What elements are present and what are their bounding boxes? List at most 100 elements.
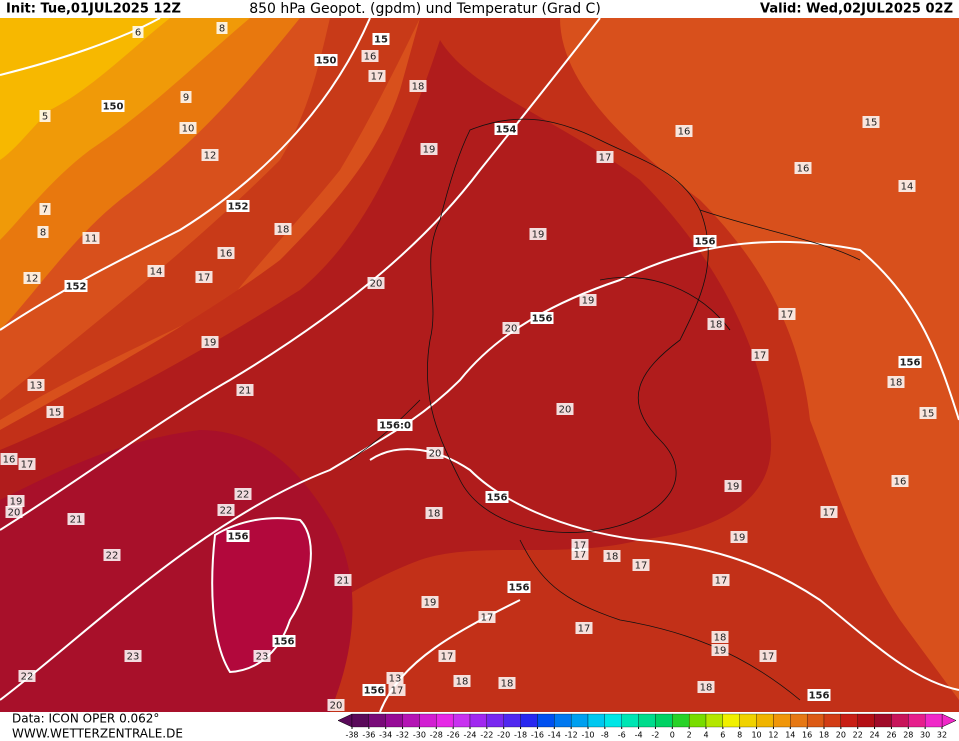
temperature-label: 9	[183, 93, 189, 104]
colorbar-tick-label: 18	[819, 731, 829, 740]
temperature-label-box	[46, 406, 64, 418]
geopotential-label-box	[485, 491, 509, 503]
colorbar-segment	[823, 713, 842, 728]
temperature-label: 5	[42, 112, 48, 123]
geopotential-label: 156	[809, 691, 830, 702]
colorbar-tick-label: 24	[869, 731, 879, 740]
temperature-label-box	[794, 162, 812, 174]
temperature-label-box	[217, 504, 235, 516]
colorbar-segment	[402, 713, 420, 728]
temperature-label-box	[675, 125, 693, 137]
temperature-label-box	[147, 265, 165, 277]
temperature-label: 16	[894, 477, 907, 488]
temperature-label: 19	[714, 646, 727, 657]
temperature-label-box	[103, 549, 121, 561]
geopotential-label: 156:0	[379, 421, 411, 432]
temperature-label: 22	[106, 551, 119, 562]
temperature-label: 19	[10, 497, 23, 508]
temperature-label: 17	[754, 351, 767, 362]
colorbar-tick-label: -14	[548, 731, 561, 740]
geopotential-label-box	[362, 684, 386, 696]
temperature-label: 20	[429, 449, 442, 460]
init-time: Init: Tue,01JUL2025 12Z	[6, 2, 181, 17]
colorbar-segment	[570, 713, 589, 728]
temperature-label-box	[7, 495, 25, 507]
temperature-label: 18	[277, 225, 290, 236]
geopotential-label: 156	[364, 686, 385, 697]
temperature-label: 19	[424, 598, 437, 609]
temperature-label: 18	[456, 677, 469, 688]
geopotential-label-box	[530, 312, 554, 324]
temperature-label: 15	[922, 409, 935, 420]
temperature-label-box	[632, 559, 650, 571]
colorbar-tick-label: 8	[737, 731, 742, 740]
temperature-label-box	[759, 650, 777, 662]
temperature-label: 18	[890, 378, 903, 389]
temperature-label-box	[386, 672, 404, 684]
temperature-label-box	[891, 475, 909, 487]
colorbar-tick-label: 2	[687, 731, 692, 740]
temperature-label-box	[898, 180, 916, 192]
temperature-label: 19	[733, 533, 746, 544]
temperature-label: 23	[127, 652, 140, 663]
temperature-label: 17	[371, 72, 384, 83]
colorbar-segment	[419, 713, 437, 728]
geopotential-label-box	[898, 356, 922, 368]
temperature-label: 13	[389, 674, 402, 685]
temperature-label: 16	[220, 249, 233, 260]
temperature-label-box	[778, 308, 796, 320]
temperature-label-box	[23, 272, 41, 284]
colorbar-segment	[874, 713, 892, 728]
temperature-label-box	[253, 650, 271, 662]
temperature-label: 18	[412, 82, 425, 93]
temperature-label: 16	[678, 127, 691, 138]
temperature-label-box	[216, 22, 228, 34]
temperature-label: 16	[797, 164, 810, 175]
map	[0, 18, 959, 712]
colorbar-tick-label: -22	[480, 731, 493, 740]
temperature-label: 20	[559, 405, 572, 416]
valid-time: Valid: Wed,02JUL2025 02Z	[760, 2, 953, 17]
geopotential-label-box	[494, 123, 518, 135]
colorbar-tick-label: 22	[853, 731, 863, 740]
temperature-label: 8	[40, 228, 46, 239]
geopotential-label: 156	[900, 358, 921, 369]
temperature-label: 17	[578, 624, 591, 635]
colorbar-tick-label: -36	[362, 731, 375, 740]
colorbar-segment	[840, 713, 858, 728]
temperature-label-box	[39, 110, 51, 122]
temperature-label-box	[862, 116, 880, 128]
colorbar-segment	[655, 713, 673, 728]
temperature-label: 6	[135, 28, 141, 39]
colorbar-segment	[486, 713, 504, 728]
temperature-label: 20	[505, 324, 518, 335]
colorbar-segment	[385, 713, 403, 728]
temperature-label: 18	[428, 509, 441, 520]
colorbar-segment	[554, 713, 572, 728]
geopotential-label: 156	[695, 237, 716, 248]
colorbar-tick-label: -32	[396, 731, 409, 740]
temperature-label: 15	[865, 118, 878, 129]
temperature-label-box	[438, 650, 456, 662]
geopotential-label: 154	[496, 125, 517, 136]
geopotential-label-box	[101, 100, 125, 112]
temperature-label: 19	[204, 338, 217, 349]
temperature-label: 19	[423, 145, 436, 156]
temperature-label-box	[18, 670, 36, 682]
temperature-label: 12	[26, 274, 39, 285]
temperature-label-box	[367, 277, 385, 289]
geopotential-label: 150	[103, 102, 124, 113]
temperature-label-box	[707, 318, 725, 330]
colorbar-segment	[705, 713, 724, 728]
colorbar-segment	[739, 713, 757, 728]
temperature-label: 21	[239, 386, 252, 397]
temperature-label-box	[820, 506, 838, 518]
temperature-label-box	[596, 151, 614, 163]
geopotential-label-box	[372, 33, 390, 45]
temperature-label: 17	[441, 652, 454, 663]
colorbar-segment	[469, 713, 488, 728]
temperature-label: 18	[710, 320, 723, 331]
geopotential-label: 15	[374, 35, 388, 46]
temperature-label: 18	[700, 683, 713, 694]
colorbar-tick-label: 0	[670, 731, 675, 740]
